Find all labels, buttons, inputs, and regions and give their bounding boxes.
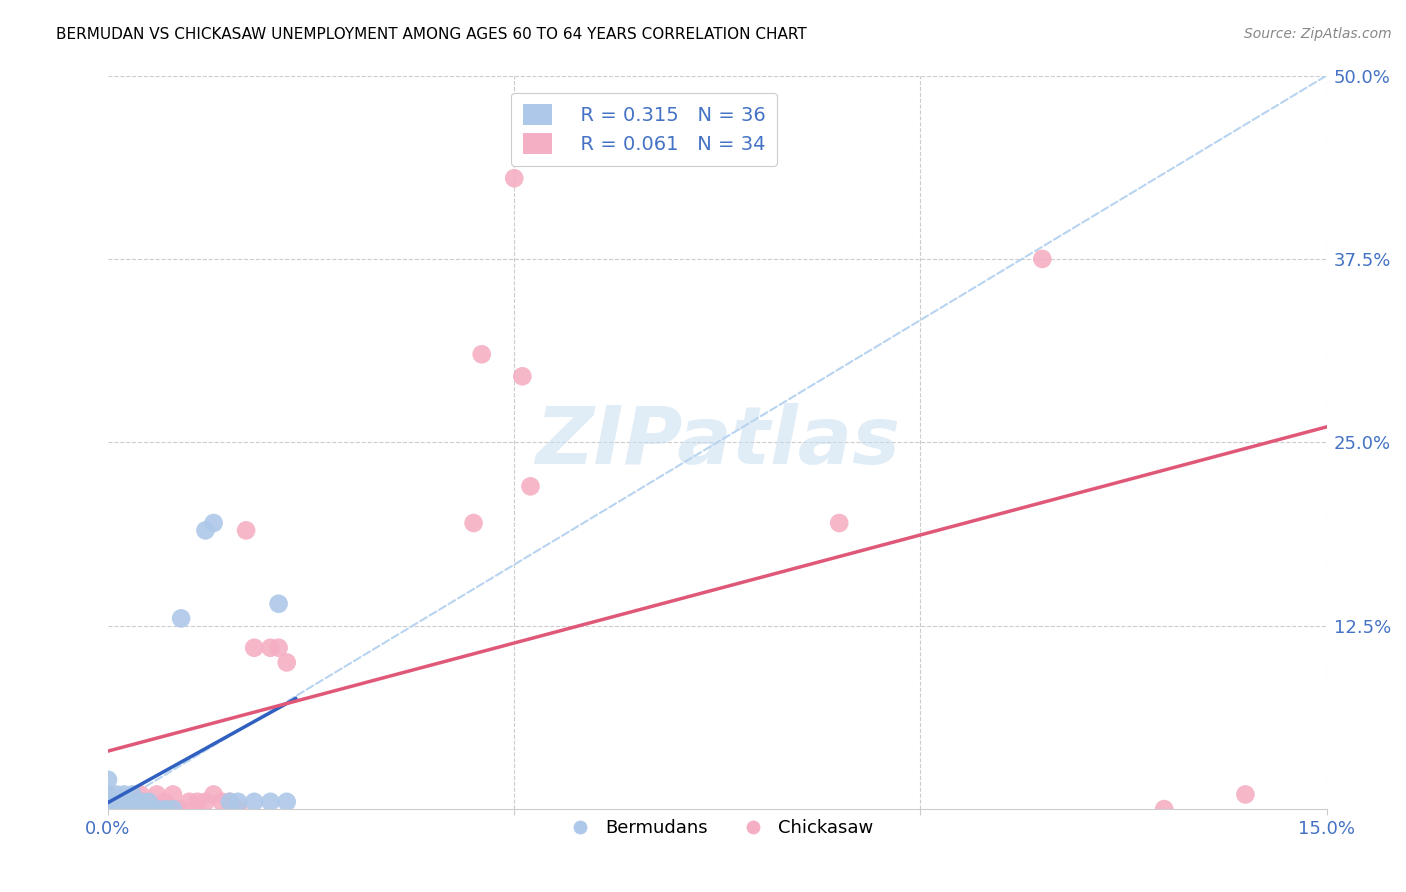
- Point: [97, 795, 120, 809]
- Point: [97, 802, 120, 816]
- Point: [194, 524, 217, 538]
- Point: [138, 795, 160, 809]
- Point: [211, 795, 233, 809]
- Point: [267, 597, 290, 611]
- Point: [112, 795, 135, 809]
- Point: [97, 802, 120, 816]
- Point: [179, 795, 201, 809]
- Point: [828, 516, 851, 530]
- Point: [235, 524, 257, 538]
- Point: [1031, 252, 1053, 266]
- Point: [105, 802, 128, 816]
- Point: [276, 656, 298, 670]
- Point: [97, 788, 120, 802]
- Point: [112, 788, 135, 802]
- Point: [112, 795, 135, 809]
- Point: [202, 516, 225, 530]
- Point: [105, 795, 128, 809]
- Text: Source: ZipAtlas.com: Source: ZipAtlas.com: [1244, 27, 1392, 41]
- Point: [97, 802, 120, 816]
- Point: [218, 795, 240, 809]
- Point: [145, 802, 167, 816]
- Point: [519, 479, 541, 493]
- Point: [243, 795, 266, 809]
- Point: [112, 802, 135, 816]
- Point: [112, 802, 135, 816]
- Point: [226, 802, 249, 816]
- Point: [162, 802, 184, 816]
- Point: [1153, 802, 1175, 816]
- Point: [97, 802, 120, 816]
- Point: [97, 772, 120, 787]
- Point: [218, 795, 240, 809]
- Point: [129, 795, 152, 809]
- Point: [97, 788, 120, 802]
- Point: [226, 795, 249, 809]
- Point: [170, 802, 193, 816]
- Text: ZIPatlas: ZIPatlas: [534, 403, 900, 482]
- Legend: Bermudans, Chickasaw: Bermudans, Chickasaw: [554, 812, 880, 844]
- Point: [138, 795, 160, 809]
- Point: [129, 788, 152, 802]
- Point: [259, 795, 281, 809]
- Point: [121, 788, 143, 802]
- Point: [186, 795, 208, 809]
- Point: [121, 802, 143, 816]
- Point: [162, 788, 184, 802]
- Point: [1234, 788, 1257, 802]
- Point: [153, 795, 176, 809]
- Point: [97, 795, 120, 809]
- Point: [97, 795, 120, 809]
- Point: [471, 347, 494, 361]
- Point: [267, 640, 290, 655]
- Point: [97, 788, 120, 802]
- Point: [503, 171, 526, 186]
- Text: BERMUDAN VS CHICKASAW UNEMPLOYMENT AMONG AGES 60 TO 64 YEARS CORRELATION CHART: BERMUDAN VS CHICKASAW UNEMPLOYMENT AMONG…: [56, 27, 807, 42]
- Point: [121, 795, 143, 809]
- Point: [129, 802, 152, 816]
- Point: [243, 640, 266, 655]
- Point: [121, 802, 143, 816]
- Point: [259, 640, 281, 655]
- Point: [153, 802, 176, 816]
- Point: [129, 795, 152, 809]
- Point: [512, 369, 534, 384]
- Point: [463, 516, 485, 530]
- Point: [97, 802, 120, 816]
- Point: [97, 795, 120, 809]
- Point: [194, 795, 217, 809]
- Point: [145, 788, 167, 802]
- Point: [202, 788, 225, 802]
- Point: [276, 795, 298, 809]
- Point: [105, 795, 128, 809]
- Point: [105, 788, 128, 802]
- Point: [138, 802, 160, 816]
- Point: [170, 611, 193, 625]
